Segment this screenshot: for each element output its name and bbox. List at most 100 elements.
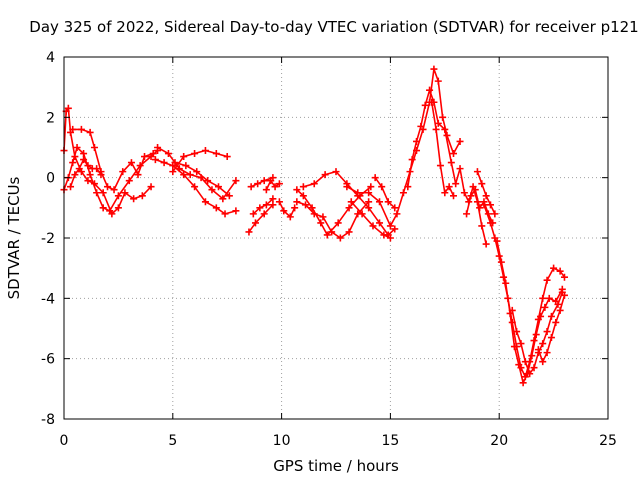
x-tick-label: 20 [490,433,508,449]
data-point [138,192,146,200]
data-series [60,65,568,387]
data-point [478,180,486,188]
series-track-6 [169,147,231,176]
series-trace [407,89,487,245]
data-point [447,159,455,167]
data-point [293,198,301,206]
data-point [317,219,325,227]
data-point [328,228,336,236]
data-point [510,343,518,351]
data-point [291,204,299,212]
data-point [393,210,401,218]
x-tick-label: 15 [381,433,399,449]
data-point [191,183,199,191]
data-point [84,162,92,170]
data-point [384,198,392,206]
data-point [125,177,133,185]
data-point [491,210,499,218]
data-point [275,198,283,206]
data-point [460,189,468,197]
series-track-20 [428,98,458,200]
data-point [434,77,442,85]
data-point [426,86,434,94]
data-point [151,156,159,164]
series-trace [252,198,274,215]
data-point [280,207,288,215]
data-point [86,171,94,179]
data-point [67,183,75,191]
chart-title: Day 325 of 2022, Sidereal Day-to-day VTE… [29,18,638,36]
data-point [104,183,112,191]
data-point [473,168,481,176]
data-point [180,153,188,161]
data-point [97,171,105,179]
data-point [463,210,471,218]
series-track-22 [473,168,499,218]
series-track-4 [151,156,240,218]
data-point [378,183,386,191]
data-point [204,177,212,185]
series-track-12 [275,198,299,221]
data-point [302,201,310,209]
y-tick-label: -6 [41,352,55,368]
data-point [386,234,394,242]
data-point [367,183,375,191]
data-point [269,201,277,209]
data-point [77,125,85,133]
series-track-15 [299,168,399,239]
data-point [321,171,329,179]
data-point [432,125,440,133]
data-point [376,219,384,227]
data-point [80,150,88,158]
data-point [121,189,129,197]
data-point [169,168,177,176]
data-point [75,165,83,173]
data-point [260,210,268,218]
data-point [456,137,464,145]
data-point [391,225,399,233]
data-point [90,144,98,151]
data-point [256,204,264,212]
series-trace [537,295,566,363]
series-track-24 [493,237,566,387]
data-point [450,192,458,200]
data-point [386,222,394,230]
data-point [478,222,486,230]
data-point [232,177,240,185]
data-point [408,156,416,164]
data-point [369,222,377,230]
data-point [286,213,294,221]
data-point [347,198,355,206]
data-point [271,183,279,191]
data-point [86,128,94,136]
data-point [445,183,453,191]
data-point [99,204,107,212]
x-axis-label: GPS time / hours [273,457,399,475]
data-point [323,231,331,239]
series-trace [250,176,274,188]
data-point [247,183,255,191]
data-point [380,231,388,239]
data-point [526,370,534,378]
data-point [201,198,209,206]
data-point [249,210,257,218]
data-point [547,334,555,342]
y-tick-label: 2 [46,110,55,126]
data-point [482,192,490,200]
y-tick-label: 4 [46,50,55,66]
series-trace [248,204,274,233]
data-point [517,340,525,348]
series-track-19 [404,86,490,248]
data-point [560,273,568,281]
data-point [154,144,162,151]
data-point [508,306,516,314]
data-point [476,204,484,212]
data-point [441,125,449,133]
data-point [69,159,77,167]
data-point [269,195,277,203]
series-track-1 [60,144,162,215]
data-point [260,177,268,185]
data-point [182,162,190,170]
data-point [336,234,344,242]
data-point [528,352,536,360]
